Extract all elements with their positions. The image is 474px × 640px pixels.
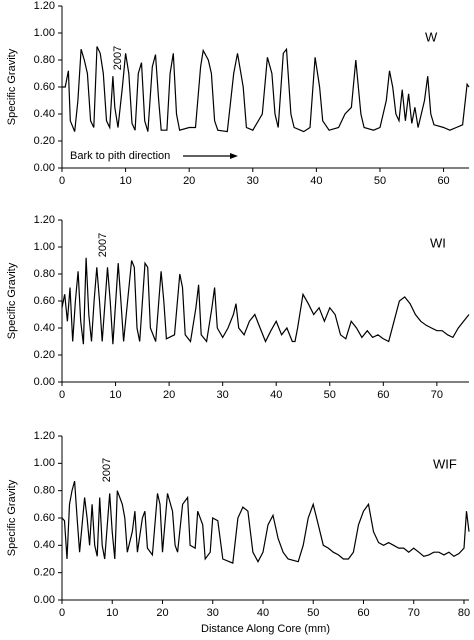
y-tick-label: 0.80 [34, 485, 55, 497]
y-axis-label: Specific Gravity [6, 262, 18, 339]
x-tick-label: 10 [106, 607, 118, 619]
x-tick-label: 60 [357, 607, 369, 619]
panel-label: W [425, 29, 438, 44]
data-line [61, 257, 470, 345]
x-tick-label: 60 [377, 389, 389, 401]
x-tick-label: 40 [310, 175, 322, 187]
x-tick-label: 60 [437, 175, 449, 187]
direction-note: Bark to pith direction [70, 150, 170, 162]
x-tick-label: 30 [217, 389, 229, 401]
y-tick-label: 0.20 [34, 349, 55, 361]
y-tick-label: 0.00 [34, 162, 55, 174]
year-annotation: 2007 [112, 46, 124, 70]
x-tick-label: 50 [324, 389, 336, 401]
y-tick-label: 1.00 [34, 27, 55, 39]
year-annotation: 2007 [97, 233, 109, 257]
y-tick-label: 1.00 [34, 457, 55, 469]
x-tick-label: 20 [156, 607, 168, 619]
x-tick-label: 0 [59, 175, 65, 187]
x-tick-label: 50 [307, 607, 319, 619]
year-annotation: 2007 [101, 458, 113, 482]
y-tick-label: 0.60 [34, 295, 55, 307]
y-tick-label: 1.20 [34, 214, 55, 226]
x-tick-label: 80 [458, 607, 470, 619]
y-tick-label: 0.60 [34, 81, 55, 93]
x-tick-label: 40 [270, 389, 282, 401]
y-axis-label: Specific Gravity [6, 48, 18, 125]
x-tick-label: 50 [374, 175, 386, 187]
data-line [62, 46, 470, 133]
y-tick-label: 0.80 [34, 54, 55, 66]
data-line [61, 480, 470, 564]
x-tick-label: 0 [59, 607, 65, 619]
y-tick-label: 0.40 [34, 108, 55, 120]
x-tick-label: 20 [163, 389, 175, 401]
x-tick-label: 20 [183, 175, 195, 187]
x-tick-label: 10 [119, 175, 131, 187]
y-tick-label: 1.20 [34, 0, 55, 12]
x-tick-label: 10 [109, 389, 121, 401]
y-axis-label: Specific Gravity [6, 479, 18, 556]
y-tick-label: 1.00 [34, 241, 55, 253]
x-axis-label: Distance Along Core (mm) [201, 623, 330, 635]
y-tick-label: 1.20 [34, 430, 55, 442]
panel-label: WI [430, 235, 446, 250]
y-tick-label: 0.20 [34, 567, 55, 579]
panel-label: WIF [433, 456, 457, 471]
y-tick-label: 0.40 [34, 322, 55, 334]
y-tick-label: 0.60 [34, 512, 55, 524]
y-tick-label: 0.20 [34, 135, 55, 147]
x-tick-label: 30 [247, 175, 259, 187]
x-tick-label: 40 [257, 607, 269, 619]
y-tick-label: 0.00 [34, 594, 55, 606]
x-tick-label: 70 [431, 389, 443, 401]
y-tick-label: 0.80 [34, 268, 55, 280]
x-tick-label: 0 [59, 389, 65, 401]
x-tick-label: 70 [408, 607, 420, 619]
arrow-head [230, 153, 238, 159]
y-tick-label: 0.40 [34, 539, 55, 551]
y-tick-label: 0.00 [34, 376, 55, 388]
x-tick-label: 30 [207, 607, 219, 619]
